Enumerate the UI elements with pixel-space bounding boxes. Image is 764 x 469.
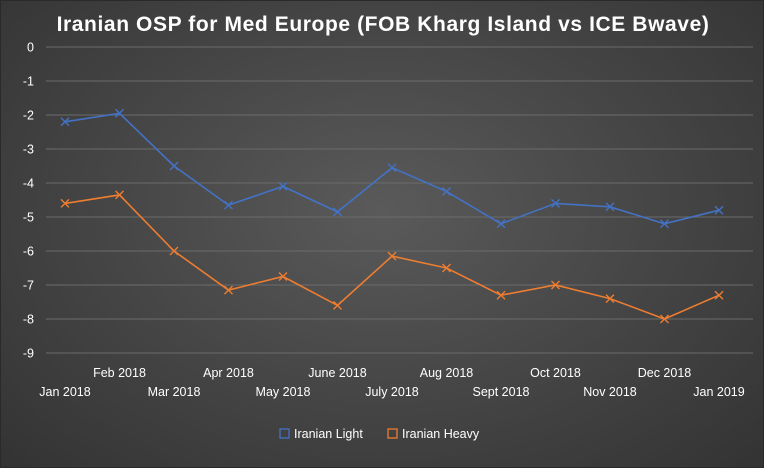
data-point-marker [60, 198, 70, 208]
data-point-marker [496, 219, 506, 229]
x-tick-label: Nov 2018 [583, 385, 637, 399]
y-tick-label: 0 [27, 41, 34, 55]
data-point-marker [278, 272, 288, 281]
x-tick-label: May 2018 [256, 385, 311, 399]
x-tick-label: Jan 2019 [693, 385, 744, 399]
x-tick-label: Feb 2018 [93, 366, 146, 380]
x-tick-label: July 2018 [365, 385, 419, 399]
data-point-marker [660, 314, 669, 324]
y-tick-label: -8 [23, 313, 34, 327]
legend-label: Iranian Light [294, 427, 363, 441]
data-point-marker [714, 290, 724, 300]
y-tick-label: -4 [23, 177, 34, 191]
x-tick-label: Apr 2018 [203, 366, 254, 380]
data-point-marker [442, 187, 451, 196]
y-tick-label: -7 [23, 279, 34, 293]
data-point-marker [387, 251, 397, 261]
data-point-marker [224, 200, 233, 210]
series-iranian-heavy [60, 190, 724, 324]
data-point-marker [551, 280, 560, 290]
x-tick-label: Aug 2018 [420, 366, 474, 380]
y-axis-ticks: 0 -1 -2 -3 -4 -5 -6 -7 -8 -9 [23, 41, 34, 361]
x-tick-label: Mar 2018 [148, 385, 201, 399]
data-point-marker [605, 294, 615, 304]
data-point-marker [605, 202, 615, 212]
y-tick-label: -1 [23, 75, 34, 89]
gridlines [46, 46, 753, 354]
data-point-marker [169, 246, 179, 256]
data-point-marker [169, 161, 179, 171]
data-point-marker [333, 207, 342, 217]
legend-swatch [387, 428, 398, 439]
y-tick-label: -9 [23, 347, 34, 361]
data-point-marker [333, 300, 342, 310]
data-point-marker [496, 290, 506, 300]
x-tick-label: Jan 2018 [39, 385, 90, 399]
legend-label: Iranian Heavy [402, 427, 480, 441]
x-tick-label: Sept 2018 [473, 385, 530, 399]
data-point-marker [278, 181, 288, 191]
x-tick-label: Oct 2018 [530, 366, 581, 380]
chart-title: Iranian OSP for Med Europe (FOB Kharg Is… [57, 13, 710, 36]
data-point-marker [714, 205, 724, 215]
legend-swatch [279, 428, 290, 439]
data-point-marker [442, 263, 451, 273]
y-tick-label: -3 [23, 143, 34, 157]
data-point-marker [551, 198, 560, 208]
data-point-marker [115, 108, 124, 118]
x-tick-label: June 2018 [308, 366, 366, 380]
x-tick-label: Dec 2018 [638, 366, 692, 380]
data-point-marker [224, 285, 233, 295]
y-tick-label: -2 [23, 109, 34, 123]
data-point-marker [60, 117, 70, 127]
data-point-marker [115, 190, 124, 200]
legend: Iranian Light Iranian Heavy [279, 427, 480, 441]
series-lines [60, 108, 724, 324]
y-tick-label: -5 [23, 211, 34, 225]
data-point-marker [660, 219, 669, 229]
series-iranian-light [60, 108, 724, 229]
y-tick-label: -6 [23, 245, 34, 259]
data-point-marker [387, 163, 397, 173]
